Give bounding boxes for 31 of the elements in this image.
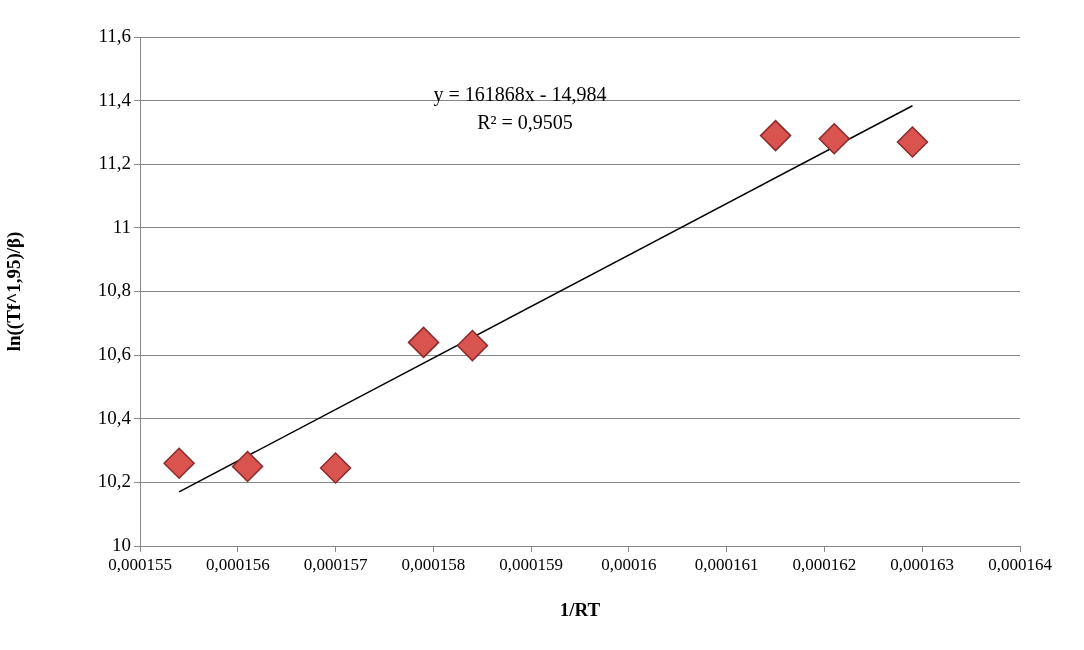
x-tick-label: 0,000158 bbox=[401, 554, 466, 574]
point bbox=[456, 329, 489, 362]
y-tick-label: 10,2 bbox=[97, 470, 131, 492]
y-tick-label: 11,6 bbox=[98, 24, 131, 46]
x-axis-title: 1/RT bbox=[559, 598, 601, 620]
x-tick-label: 0,000156 bbox=[205, 554, 270, 574]
x-tick-label: 0,00016 bbox=[601, 554, 657, 574]
y-axis-title: ln((Tf^1,95)/β) bbox=[3, 231, 26, 352]
y-tick-label: 11 bbox=[112, 215, 131, 237]
point bbox=[818, 123, 850, 155]
point bbox=[896, 126, 929, 158]
annotation: R² = 0,9505 bbox=[477, 111, 573, 134]
point bbox=[231, 450, 264, 483]
x-tick-label: 0,000155 bbox=[108, 554, 172, 574]
point bbox=[407, 326, 440, 359]
x-tick-label: 0,000157 bbox=[303, 554, 368, 574]
y-tick-label: 11,4 bbox=[98, 88, 132, 110]
annotation: y = 161868x - 14,984 bbox=[433, 83, 607, 107]
x-tick-label: 0,000159 bbox=[499, 554, 563, 574]
x-tick-label: 0,000163 bbox=[890, 554, 955, 574]
y-tick-label: 10 bbox=[112, 533, 131, 555]
point bbox=[163, 447, 195, 480]
y-tick-label: 10,4 bbox=[97, 406, 132, 428]
y-tick-label: 10,6 bbox=[97, 343, 131, 365]
point bbox=[759, 119, 792, 152]
x-tick-label: 0,000161 bbox=[694, 554, 759, 574]
x-tick-label: 0,000162 bbox=[792, 554, 857, 574]
y-tick-label: 10,8 bbox=[97, 279, 131, 301]
y-tick-label: 11,2 bbox=[98, 152, 131, 174]
x-tick-label: 0,000164 bbox=[988, 554, 1053, 574]
point bbox=[319, 452, 352, 484]
